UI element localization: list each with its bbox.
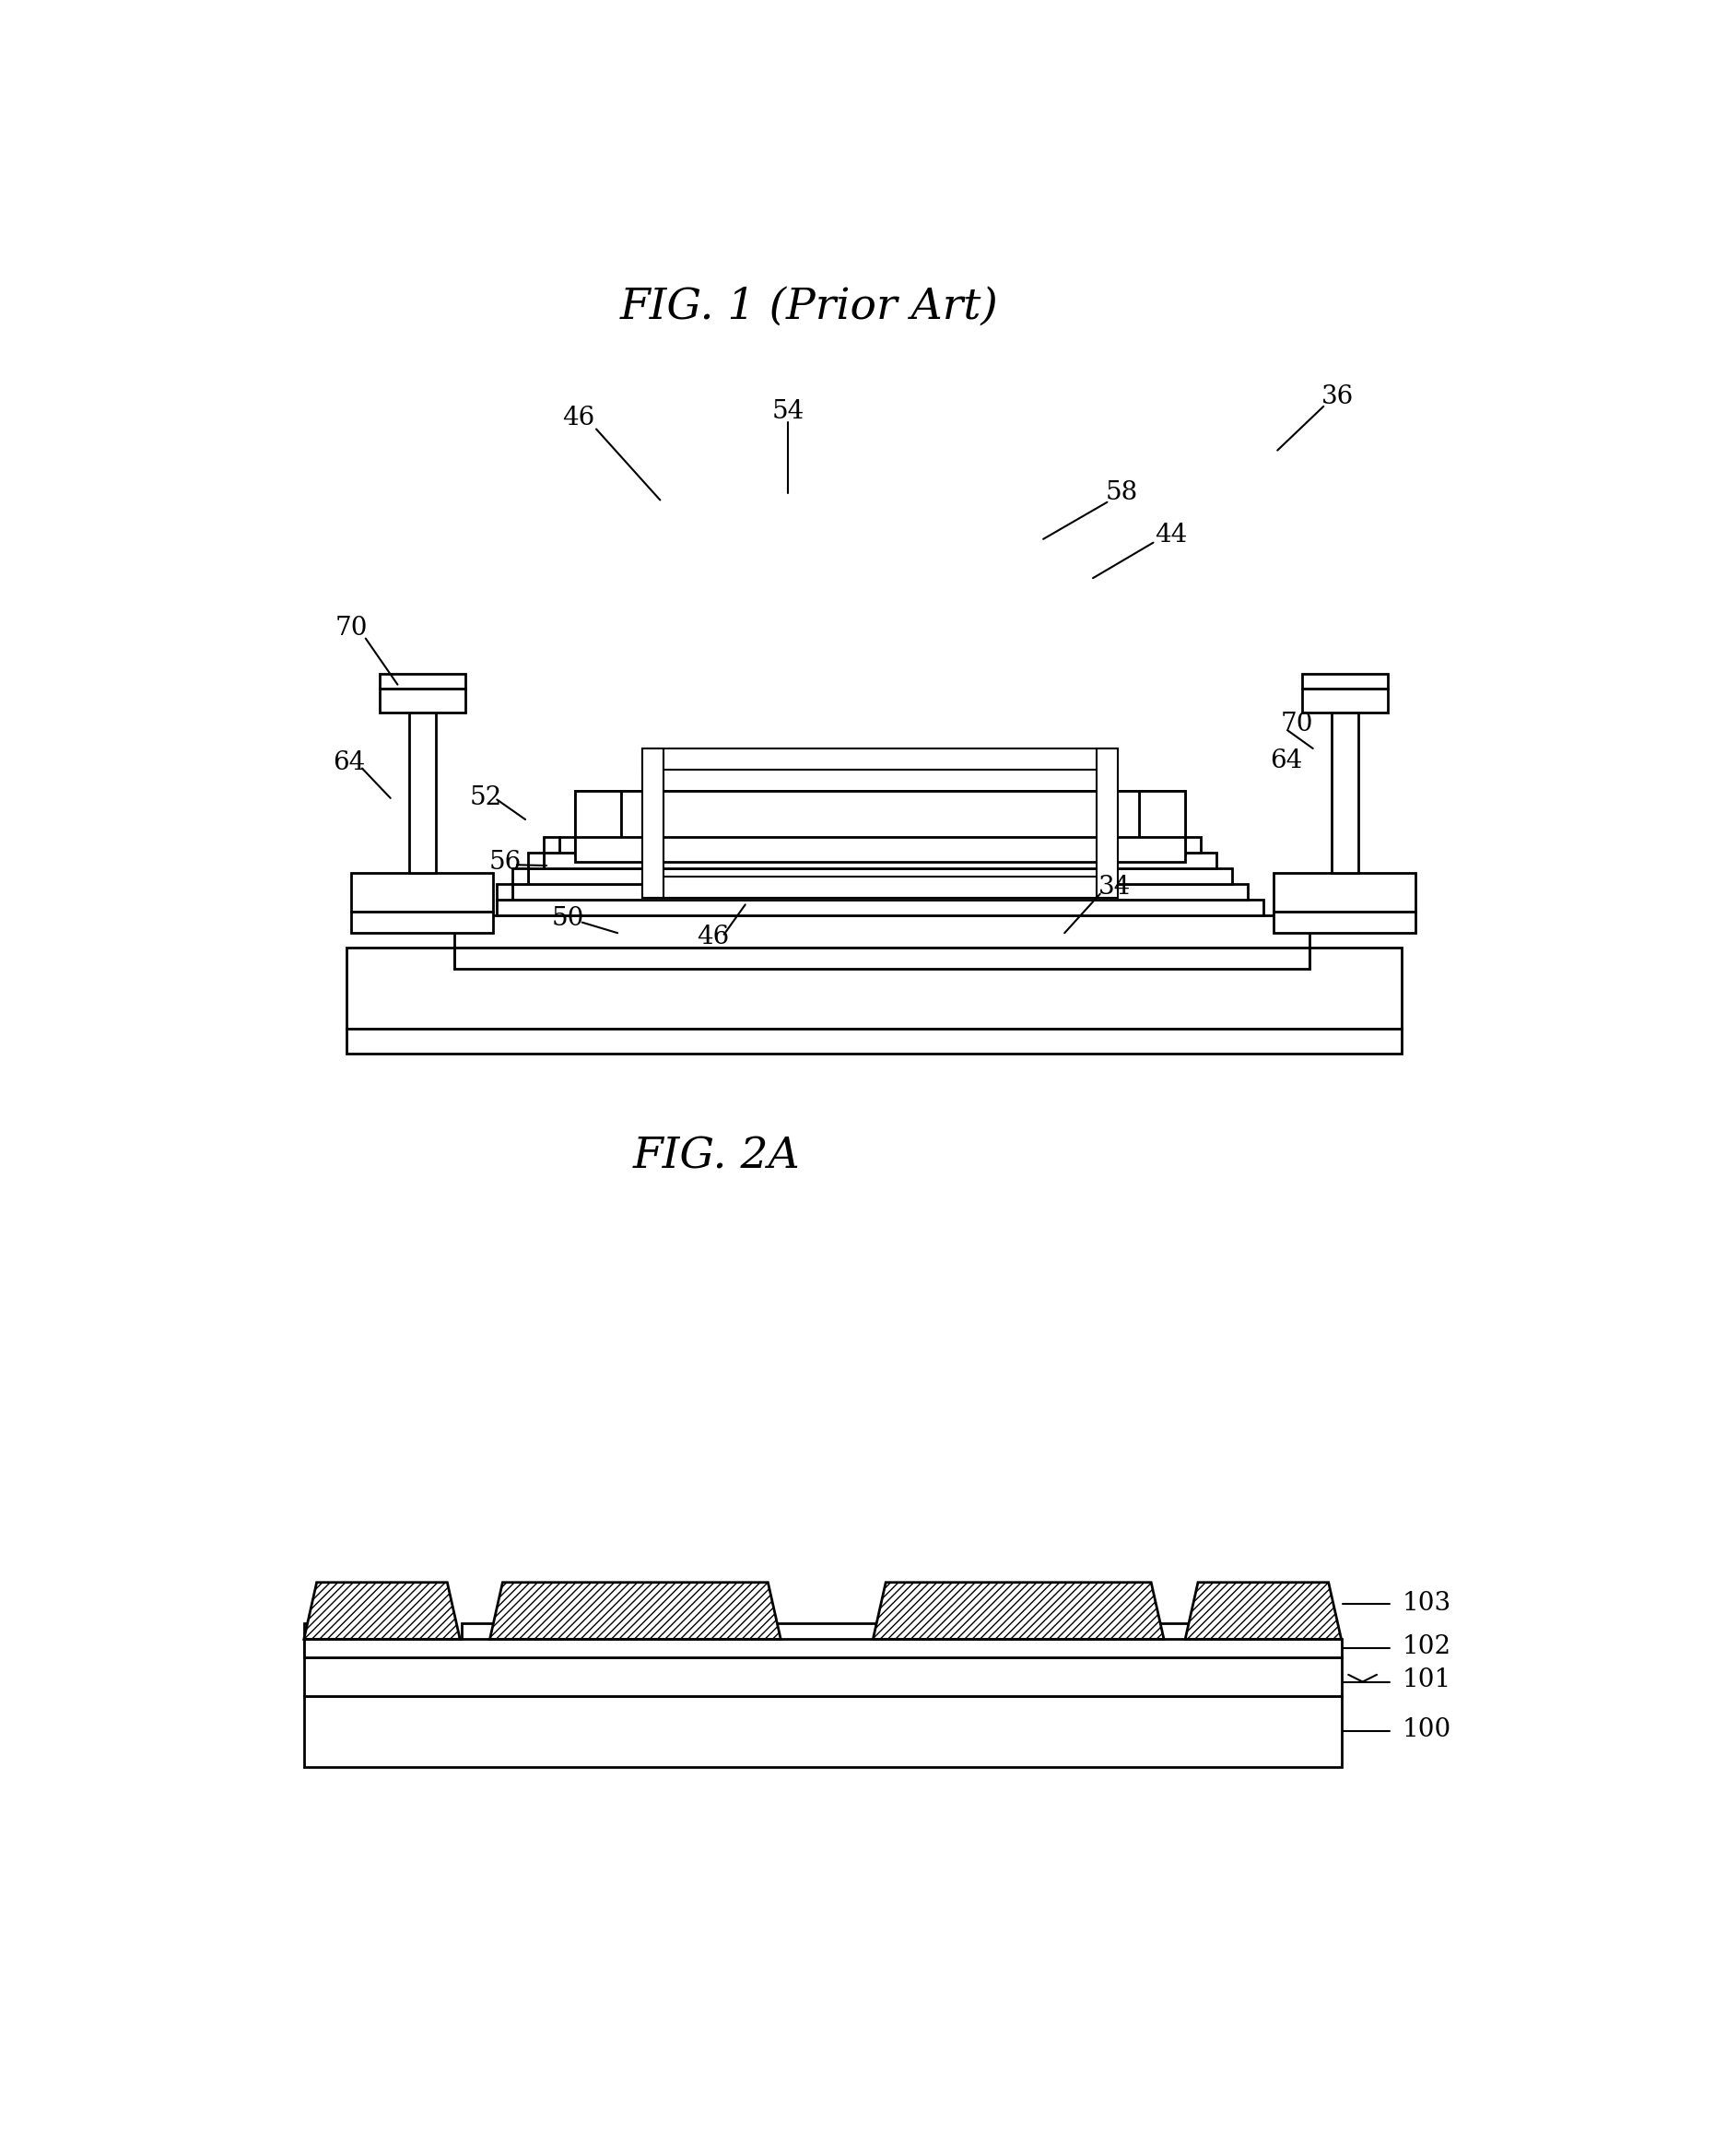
Text: 50: 50 — [551, 906, 583, 931]
Polygon shape — [575, 791, 1184, 837]
Text: 70: 70 — [1279, 711, 1312, 735]
Text: 46: 46 — [697, 925, 728, 949]
Polygon shape — [1096, 748, 1117, 897]
Polygon shape — [528, 854, 544, 869]
Polygon shape — [513, 884, 1246, 899]
Text: 36: 36 — [1320, 384, 1353, 410]
Polygon shape — [642, 875, 1117, 897]
Polygon shape — [1274, 912, 1415, 934]
Polygon shape — [575, 837, 1184, 862]
Polygon shape — [490, 1583, 780, 1639]
Polygon shape — [352, 873, 494, 912]
Polygon shape — [773, 1623, 929, 1658]
Text: 34: 34 — [1098, 875, 1131, 899]
Polygon shape — [513, 869, 528, 884]
Polygon shape — [497, 884, 513, 899]
Polygon shape — [642, 748, 663, 897]
Polygon shape — [1301, 688, 1386, 714]
Polygon shape — [497, 899, 1263, 916]
Text: 44: 44 — [1155, 524, 1186, 548]
Polygon shape — [347, 946, 1402, 1028]
Text: 64: 64 — [1269, 748, 1301, 774]
Polygon shape — [544, 854, 1215, 869]
Polygon shape — [409, 714, 435, 873]
Text: 54: 54 — [772, 399, 804, 425]
Polygon shape — [1274, 873, 1415, 912]
Polygon shape — [575, 808, 1184, 856]
Polygon shape — [304, 1658, 1341, 1697]
Polygon shape — [380, 688, 464, 714]
Polygon shape — [559, 837, 1200, 854]
Polygon shape — [1331, 714, 1358, 873]
Polygon shape — [1184, 1583, 1341, 1639]
Polygon shape — [454, 916, 1308, 946]
Text: 70: 70 — [335, 614, 368, 640]
Polygon shape — [642, 748, 1117, 770]
Text: 52: 52 — [469, 785, 502, 811]
Text: 56: 56 — [488, 849, 521, 875]
Text: 58: 58 — [1105, 481, 1137, 505]
Text: 103: 103 — [1402, 1591, 1450, 1617]
Text: 101: 101 — [1402, 1667, 1450, 1692]
Text: 64: 64 — [333, 750, 366, 776]
Text: 46: 46 — [563, 405, 594, 431]
Polygon shape — [873, 1583, 1163, 1639]
Text: FIG. 2A: FIG. 2A — [633, 1136, 801, 1177]
Polygon shape — [1139, 791, 1184, 856]
Polygon shape — [304, 1583, 459, 1639]
Polygon shape — [380, 675, 464, 688]
Polygon shape — [1086, 1623, 1241, 1658]
Polygon shape — [304, 1697, 1341, 1768]
Polygon shape — [575, 791, 621, 856]
Polygon shape — [352, 912, 494, 934]
Text: 102: 102 — [1402, 1634, 1450, 1658]
Polygon shape — [1301, 675, 1386, 688]
Polygon shape — [304, 1639, 1341, 1658]
Polygon shape — [621, 791, 1139, 856]
Polygon shape — [461, 1623, 618, 1658]
Polygon shape — [454, 946, 1308, 968]
Polygon shape — [304, 1623, 438, 1658]
Polygon shape — [544, 837, 559, 854]
Text: 100: 100 — [1402, 1718, 1450, 1742]
Polygon shape — [347, 1028, 1402, 1054]
Text: FIG. 1 (Prior Art): FIG. 1 (Prior Art) — [620, 287, 998, 328]
Polygon shape — [528, 869, 1231, 884]
